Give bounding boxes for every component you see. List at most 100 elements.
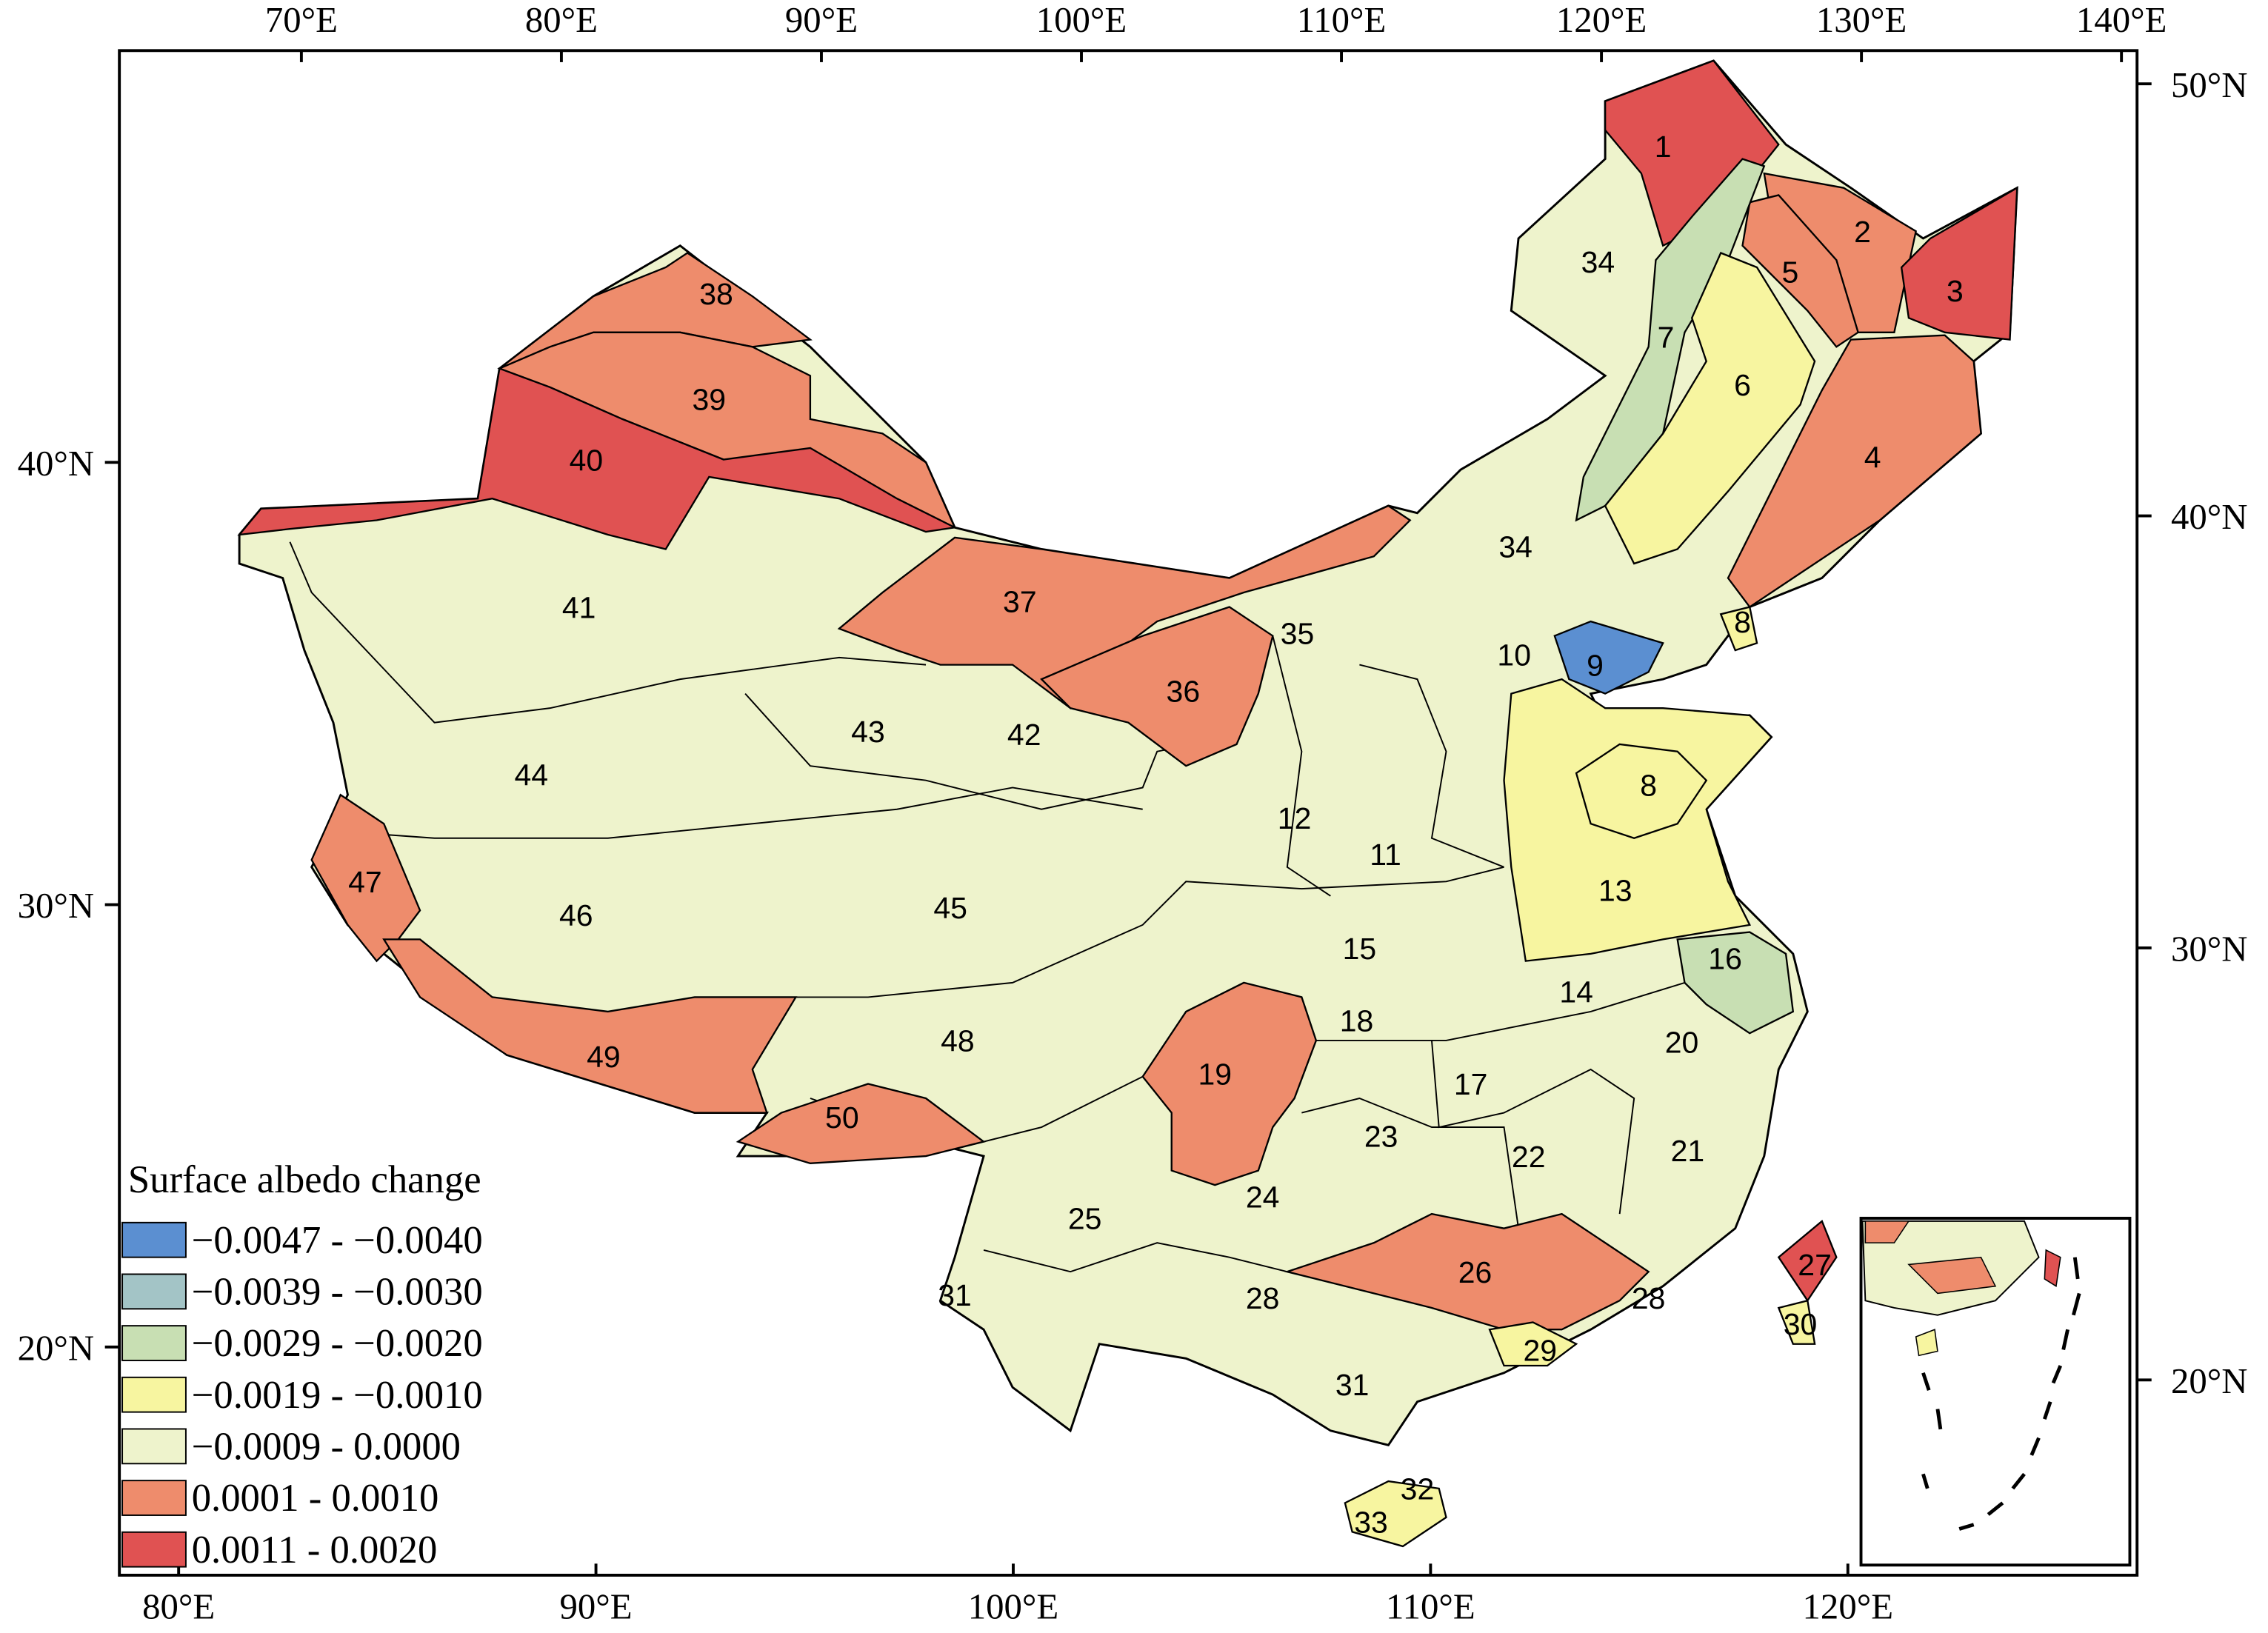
- boundary: [1431, 1040, 1635, 1215]
- region-label: 29: [1524, 1333, 1558, 1367]
- region-label: 5: [1782, 256, 1799, 290]
- legend-label: 0.0011 - 0.0020: [192, 1529, 438, 1572]
- region-label: 32: [1401, 1472, 1435, 1506]
- region: [837, 504, 1412, 709]
- right-tick-label: 40°N: [2171, 497, 2247, 537]
- boundary: [289, 541, 927, 724]
- map-frame: [118, 49, 2139, 1577]
- region: [1777, 1219, 1838, 1303]
- legend-label: 0.0001 - 0.0010: [192, 1477, 439, 1520]
- region-label: 31: [1335, 1368, 1370, 1402]
- right-tick-label: 30°N: [2171, 929, 2247, 969]
- region: [1900, 186, 2018, 341]
- inset-map: [1859, 1217, 2132, 1567]
- region-label: 47: [348, 865, 382, 899]
- region-label: 20: [1665, 1026, 1699, 1060]
- legend-label: −0.0019 - −0.0010: [192, 1374, 483, 1417]
- top-tick-label: 120°E: [1556, 0, 1647, 40]
- top-tick-label: 110°E: [1297, 0, 1387, 40]
- legend-swatch: [121, 1376, 187, 1413]
- top-tick-label: 140°E: [2076, 0, 2167, 40]
- region: [1575, 158, 1766, 522]
- region-label: 43: [851, 715, 885, 749]
- region: [382, 938, 798, 1114]
- legend-label: −0.0009 - 0.0000: [192, 1425, 461, 1468]
- boundary: [1301, 1097, 1520, 1229]
- region-label: 10: [1497, 638, 1531, 672]
- region-label: 30: [1784, 1307, 1818, 1341]
- region-label: 49: [587, 1040, 621, 1074]
- axes: 70°E 80°E 90°E 100°E 110°E 120°E 130°E 140°E 80°…: [18, 0, 2248, 1626]
- region-label: 40: [570, 443, 604, 477]
- region-label: 8: [1640, 768, 1657, 802]
- top-tick-label: 130°E: [1816, 0, 1907, 40]
- legend-label: −0.0039 - −0.0030: [192, 1270, 483, 1313]
- region-label: 42: [1007, 718, 1041, 752]
- region-label: 38: [699, 277, 733, 311]
- left-tick-label: 40°N: [18, 444, 94, 484]
- region: [1344, 1480, 1447, 1548]
- region-label: 35: [1281, 616, 1315, 650]
- top-tick-label: 90°E: [785, 0, 858, 40]
- region-label: 17: [1454, 1067, 1488, 1101]
- region-label: 46: [559, 898, 593, 932]
- legend-swatch: [121, 1480, 187, 1516]
- bottom-tick-label: 120°E: [1803, 1586, 1893, 1626]
- region: [1777, 1299, 1816, 1345]
- region-label: 8: [1734, 605, 1751, 639]
- boundary: [333, 787, 1143, 839]
- region-label: 15: [1343, 932, 1377, 966]
- region: [1141, 981, 1318, 1186]
- boundary: [730, 866, 1504, 998]
- inset-region: [1907, 1256, 1997, 1295]
- region-label: 26: [1458, 1255, 1492, 1289]
- region-label: 4: [1864, 440, 1881, 474]
- right-tick-label: 50°N: [2171, 65, 2247, 105]
- bottom-tick-label: 110°E: [1386, 1586, 1475, 1626]
- top-tick-label: 70°E: [265, 0, 338, 40]
- legend: Surface albedo change −0.0047 - −0.0040 −…: [121, 1158, 483, 1572]
- region-label: 18: [1340, 1003, 1374, 1038]
- region: [1575, 743, 1708, 840]
- region-label: 36: [1167, 674, 1201, 708]
- region-label: 2: [1854, 215, 1871, 249]
- legend-swatch: [121, 1273, 187, 1310]
- boundary: [983, 1242, 1288, 1273]
- region-label: 48: [941, 1024, 975, 1058]
- bottom-tick-label: 80°E: [142, 1586, 215, 1626]
- region-label: 33: [1354, 1505, 1388, 1539]
- boundary: [1272, 635, 1331, 897]
- region-label: 14: [1559, 975, 1593, 1009]
- region-label: 34: [1498, 530, 1532, 564]
- region-label: 34: [1581, 245, 1615, 279]
- region: [1676, 931, 1795, 1035]
- region-label: 39: [693, 382, 727, 416]
- inset-region: [2044, 1249, 2061, 1287]
- region-label: 31: [938, 1278, 972, 1312]
- region-label: 28: [1632, 1281, 1666, 1315]
- region: [1488, 1321, 1578, 1367]
- legend-title: Surface albedo change: [128, 1158, 481, 1201]
- right-tick-label: 20°N: [2171, 1361, 2247, 1401]
- region-label: 50: [825, 1101, 859, 1135]
- boundary: [1359, 664, 1504, 868]
- region-label: 12: [1278, 801, 1312, 835]
- region-label: 13: [1598, 874, 1632, 908]
- region-label: 6: [1734, 368, 1751, 402]
- region: [736, 1083, 986, 1165]
- region: [1719, 606, 1758, 652]
- region-label: 19: [1198, 1058, 1232, 1092]
- legend-swatch: [121, 1531, 187, 1568]
- region-label: 45: [933, 891, 967, 925]
- legend-swatch: [121, 1221, 187, 1258]
- region-label: 27: [1798, 1248, 1832, 1282]
- region: [1741, 194, 1859, 348]
- legend-label: −0.0047 - −0.0040: [192, 1219, 483, 1262]
- region: [1727, 334, 1982, 609]
- region-label: 23: [1364, 1119, 1398, 1153]
- region-label: 16: [1708, 941, 1742, 975]
- region-label: 44: [515, 758, 549, 792]
- region: [237, 367, 958, 550]
- legend-label: −0.0029 - −0.0020: [192, 1322, 483, 1365]
